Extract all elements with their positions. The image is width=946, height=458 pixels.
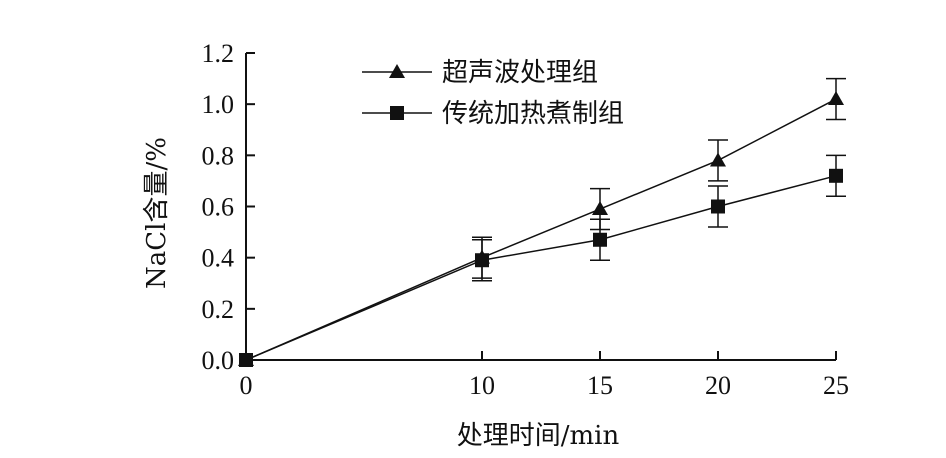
y-tick-label: 0.0 [202, 346, 235, 375]
series-2 [239, 154, 846, 367]
y-axis-label: NaCl含量/% [142, 137, 172, 289]
series-layer [238, 77, 846, 367]
y-tick-label: 1.2 [202, 39, 235, 68]
x-tick-label: 10 [469, 371, 495, 400]
data-point [592, 201, 608, 216]
y-tick-label: 0.8 [202, 141, 235, 170]
x-axis-label: 处理时间/min [457, 421, 620, 451]
legend-item-1: 超声波处理组 [362, 58, 598, 88]
legend-marker [389, 64, 405, 78]
data-point [475, 253, 489, 268]
x-tick-label: 15 [587, 371, 613, 400]
y-tick-label: 1.0 [202, 90, 235, 119]
y-tick-label: 0.6 [202, 193, 235, 222]
data-point [829, 168, 843, 183]
data-point [828, 91, 844, 106]
axes: 0.0 0.2 0.4 0.6 0.8 1.0 1.2 0 10 15 20 25 [202, 39, 850, 400]
y-tick-label: 0.2 [202, 295, 235, 324]
data-point [593, 232, 607, 247]
legend-marker [390, 106, 404, 120]
series-line [245, 175, 837, 361]
x-tick-label: 20 [705, 371, 731, 400]
data-point [710, 152, 726, 167]
legend-item-2: 传统加热煮制组 [362, 99, 624, 129]
y-tick-label: 0.4 [202, 244, 235, 273]
data-point [711, 199, 725, 214]
data-point [239, 353, 253, 367]
x-tick-label: 0 [240, 371, 253, 400]
x-tick-label: 25 [823, 371, 849, 400]
legend-label: 传统加热煮制组 [442, 99, 624, 129]
series-line [245, 98, 837, 361]
legend-label: 超声波处理组 [442, 58, 598, 88]
